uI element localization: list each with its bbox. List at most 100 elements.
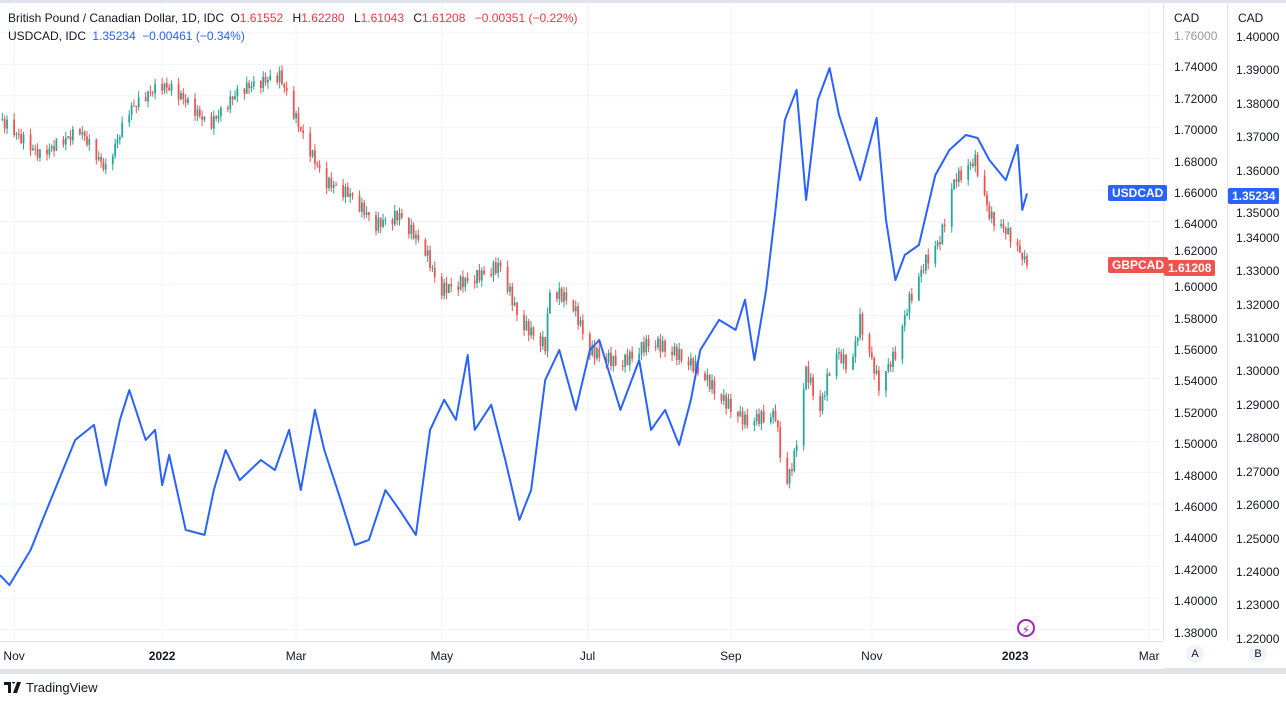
candle-body	[217, 115, 220, 119]
candle-body	[161, 83, 164, 91]
candle-body	[1019, 245, 1021, 253]
tradingview-logo[interactable]: TradingView	[4, 680, 98, 695]
footer: TradingView	[0, 671, 1286, 702]
candle-body	[393, 211, 396, 225]
candle-body	[725, 395, 728, 409]
candle-body	[227, 107, 229, 110]
candle-body	[659, 338, 662, 352]
open-value: 1.61552	[239, 11, 284, 25]
candle-body	[34, 148, 37, 150]
candle-body	[201, 116, 203, 120]
candle-body	[631, 351, 634, 359]
candle-body	[875, 370, 878, 374]
axis-b-tick: 1.27000	[1236, 464, 1280, 479]
axis-b-tick: 1.31000	[1236, 330, 1280, 345]
axis-b-button[interactable]: B	[1249, 645, 1267, 663]
candle-body	[983, 175, 986, 195]
candle-body	[755, 413, 758, 422]
candle-body	[440, 276, 443, 296]
candle-body	[144, 97, 147, 102]
candle-body	[154, 83, 156, 94]
candle-body	[410, 224, 413, 234]
candle-body	[988, 205, 991, 219]
time-axis[interactable]: Nov 2022 Mar May Jul Sep Nov 2023 Mar	[0, 641, 1163, 672]
candle-body	[3, 118, 6, 129]
time-tick: 2022	[148, 649, 176, 663]
candle-body	[88, 139, 91, 145]
axis-a-tick: 1.54000	[1174, 374, 1218, 389]
main-change: −0.00351 (−0.22%)	[474, 11, 578, 25]
candle-body	[262, 76, 265, 88]
candle-body	[588, 333, 591, 355]
candle-body	[1009, 228, 1012, 242]
candle-body	[661, 340, 664, 352]
candle-body	[379, 217, 382, 227]
candle-body	[713, 380, 716, 395]
candle-body	[647, 338, 650, 347]
price-axis-a[interactable]: CAD 1.76000 1.74000 1.72000 1.70000 1.68000 1…	[1163, 3, 1228, 641]
candle-body	[772, 410, 775, 418]
candle-body	[513, 302, 516, 306]
top-border	[0, 0, 1286, 3]
candle-body	[638, 353, 641, 359]
candle-body	[943, 224, 946, 227]
candle-body	[826, 373, 829, 396]
candle-body	[887, 364, 890, 372]
candle-body	[377, 217, 380, 231]
candle-body	[252, 81, 255, 87]
time-tick: May	[430, 649, 454, 663]
candle-body	[720, 394, 723, 401]
axis-a-tick: 1.42000	[1174, 562, 1218, 577]
candle-body	[544, 336, 547, 352]
candle-body	[838, 352, 840, 354]
axis-b-tick: 1.23000	[1236, 598, 1280, 613]
candle-body	[643, 342, 645, 353]
candle-body	[516, 302, 518, 315]
candle-body	[729, 398, 732, 412]
candle-body	[309, 132, 312, 157]
candle-body	[840, 352, 843, 364]
candle-body	[842, 354, 845, 364]
candle-body	[62, 139, 65, 145]
candle-body	[170, 84, 173, 91]
axis-a-tick: 1.44000	[1174, 531, 1218, 546]
candle-body	[149, 91, 152, 93]
candle-body	[572, 300, 575, 312]
candle-body	[95, 139, 98, 160]
candle-body	[297, 113, 300, 128]
axis-b-tick: 1.32000	[1236, 297, 1280, 312]
candle-body	[17, 133, 20, 135]
candle-body	[852, 357, 854, 370]
candle-body	[694, 361, 697, 372]
candle-body	[1004, 228, 1007, 235]
candle-body	[46, 149, 48, 155]
axis-b-tick: 1.24000	[1236, 565, 1280, 580]
candle-body	[791, 469, 793, 471]
candle-body	[165, 83, 168, 88]
candle-body	[541, 336, 544, 347]
candle-body	[854, 341, 857, 358]
compare-series-legend: USDCAD, IDC 1.35234 −0.00461 (−0.34%)	[8, 29, 248, 43]
candle-body	[802, 389, 805, 446]
candle-body	[71, 129, 74, 141]
candle-body	[426, 250, 429, 256]
candle-body	[464, 278, 467, 288]
axis-a-tick: 1.50000	[1174, 437, 1218, 452]
candle-body	[856, 337, 859, 342]
candle-body	[607, 352, 610, 363]
candle-body	[97, 157, 100, 160]
candle-body	[986, 194, 988, 206]
price-axis-b[interactable]: CAD 1.40000 1.39000 1.38000 1.37000 1.36000 1…	[1227, 3, 1286, 646]
candle-body	[861, 314, 864, 335]
candle-body	[680, 349, 683, 361]
lightning-icon[interactable]: ⚡︎	[1017, 619, 1035, 637]
chart-plot[interactable]	[0, 3, 1163, 641]
candle-body	[645, 338, 648, 353]
candle-body	[55, 139, 58, 151]
axis-a-button[interactable]: A	[1186, 645, 1204, 663]
candle-body	[335, 184, 337, 186]
candle-body	[560, 288, 563, 302]
compare-series-title: USDCAD, IDC	[8, 29, 87, 43]
candle-body	[311, 150, 314, 157]
candle-body	[363, 202, 366, 215]
